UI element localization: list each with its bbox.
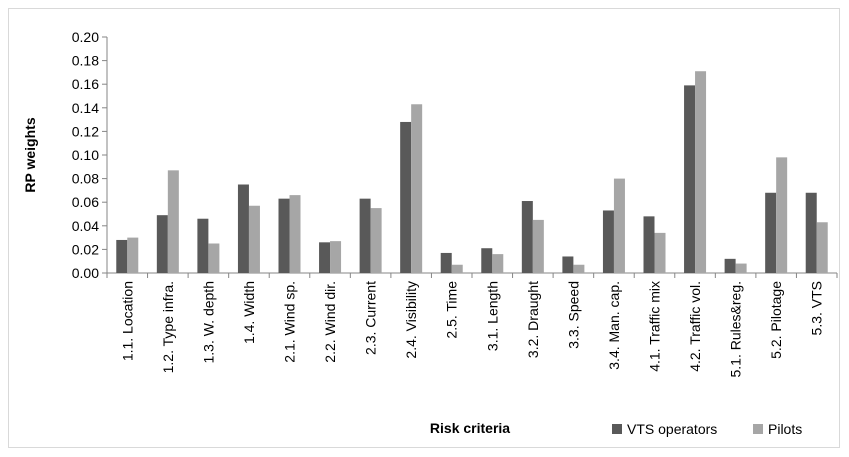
bar-pilots — [735, 263, 747, 273]
bar-vts-operators — [765, 192, 777, 273]
x-tick-label: 3.2. Draught — [525, 281, 541, 358]
x-tick-label: 1.4. Width — [241, 281, 257, 344]
bar-vts-operators — [359, 198, 371, 273]
bar-pilots — [208, 243, 220, 273]
y-tick-label: 0.12 — [72, 123, 99, 139]
bar-pilots — [695, 71, 707, 273]
bar-vts-operators — [481, 248, 493, 273]
x-tick-label: 2.4. Visibility — [403, 281, 419, 359]
bar-pilots — [816, 222, 828, 273]
y-tick-label: 0.00 — [72, 265, 99, 281]
bar-vts-operators — [440, 252, 452, 273]
x-tick-label: 1.2. Type infra. — [160, 281, 176, 373]
y-tick-label: 0.18 — [72, 53, 99, 69]
bar-pilots — [127, 237, 139, 273]
x-tick-label: 5.3. VTS — [809, 281, 825, 335]
y-tick-label: 0.14 — [72, 100, 99, 116]
bar-vts-operators — [156, 215, 168, 273]
bar-vts-operators — [724, 258, 736, 273]
x-tick-label: 3.1. Length — [484, 281, 500, 351]
y-axis-title: RP weights — [22, 117, 38, 192]
bar-pilots — [573, 264, 585, 273]
bar-vts-operators — [116, 239, 128, 273]
bar-pilots — [492, 254, 504, 273]
bar-vts-operators — [602, 210, 614, 273]
chart-frame — [8, 8, 840, 448]
y-tick-label: 0.02 — [72, 241, 99, 257]
bar-pilots — [330, 241, 342, 273]
x-tick-label: 4.2. Traffic vol. — [687, 281, 703, 372]
bar-vts-operators — [197, 218, 209, 273]
x-tick-label: 2.3. Current — [363, 281, 379, 355]
bar-pilots — [451, 264, 463, 273]
x-axis-title: Risk criteria — [430, 420, 510, 436]
y-tick-label: 0.08 — [72, 171, 99, 187]
legend-label: VTS operators — [627, 421, 717, 437]
x-tick-label: 4.1. Traffic mix — [647, 281, 663, 372]
bar-vts-operators — [562, 256, 574, 273]
bar-vts-operators — [319, 242, 331, 273]
bar-pilots — [654, 232, 666, 273]
bar-vts-operators — [805, 192, 817, 273]
bar-vts-operators — [278, 198, 290, 273]
bar-pilots — [776, 157, 788, 273]
bar-vts-operators — [684, 85, 696, 273]
bar-pilots — [167, 170, 179, 273]
legend-swatch — [753, 424, 763, 434]
y-tick-label: 0.06 — [72, 194, 99, 210]
x-tick-label: 2.5. Time — [444, 281, 460, 339]
bar-pilots — [532, 219, 544, 273]
x-tick-label: 2.1. Wind sp. — [282, 281, 298, 363]
x-tick-label: 1.3. W. depth — [200, 281, 216, 364]
y-tick-label: 0.20 — [72, 29, 99, 45]
legend-swatch — [612, 424, 622, 434]
bar-vts-operators — [400, 121, 412, 274]
y-tick-label: 0.16 — [72, 76, 99, 92]
bar-pilots — [289, 195, 301, 273]
x-tick-label: 2.2. Wind dir. — [322, 281, 338, 363]
bar-pilots — [248, 205, 260, 273]
bar-vts-operators — [237, 184, 249, 273]
bar-vts-operators — [521, 201, 533, 273]
x-tick-label: 3.4. Man. cap. — [606, 281, 622, 370]
bar-pilots — [411, 104, 423, 273]
x-tick-label: 5.2. Pilotage — [768, 281, 784, 359]
x-tick-label: 3.3. Speed — [565, 281, 581, 349]
bar-pilots — [370, 208, 382, 273]
y-tick-label: 0.10 — [72, 147, 99, 163]
bar-pilots — [613, 178, 625, 273]
x-tick-label: 1.1. Location — [119, 281, 135, 361]
legend-label: Pilots — [768, 421, 802, 437]
y-tick-label: 0.04 — [72, 218, 99, 234]
x-tick-label: 5.1. Rules&reg. — [728, 281, 744, 378]
bar-vts-operators — [643, 216, 655, 273]
